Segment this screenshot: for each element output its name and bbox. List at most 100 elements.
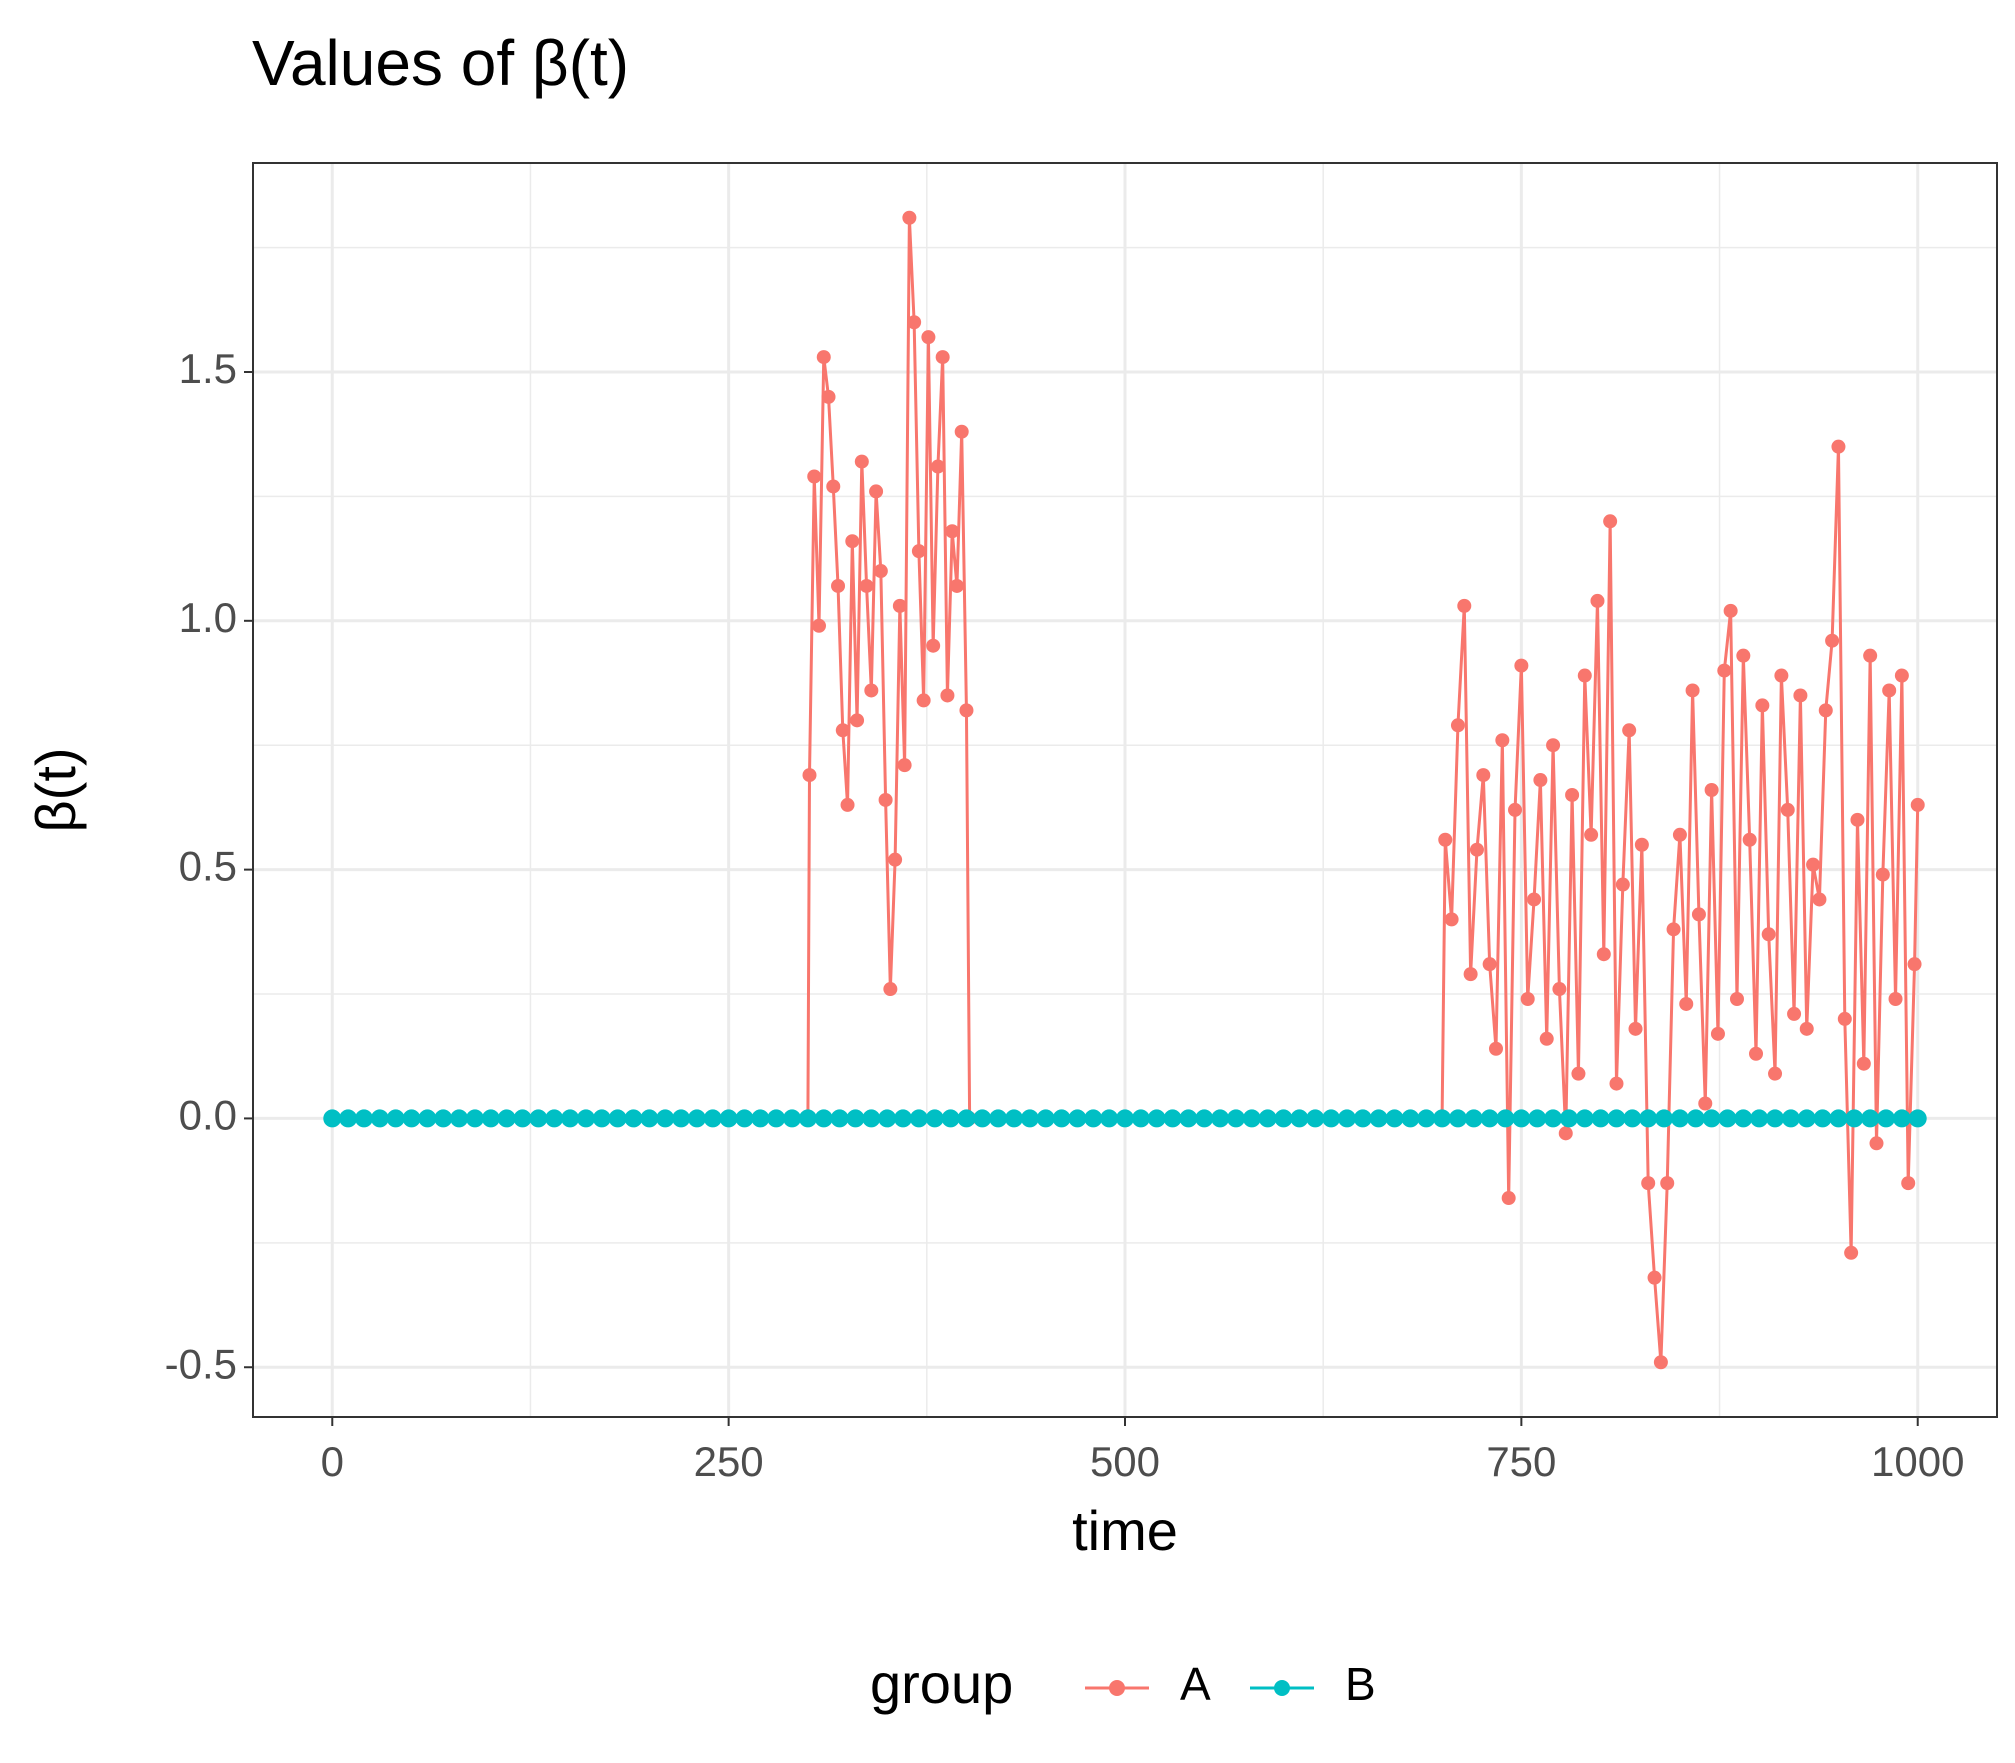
- data-point: [1781, 1109, 1800, 1128]
- data-point: [561, 1109, 580, 1128]
- data-point: [1495, 733, 1510, 748]
- data-point: [1787, 1006, 1802, 1021]
- data-point: [816, 350, 831, 365]
- data-point: [1698, 1096, 1713, 1111]
- data-point: [354, 1109, 373, 1128]
- data-point: [1290, 1109, 1309, 1128]
- data-point: [940, 688, 955, 703]
- data-point: [1710, 1026, 1725, 1041]
- data-point: [930, 459, 945, 474]
- data-point: [945, 524, 960, 539]
- data-point: [973, 1109, 992, 1128]
- data-point: [949, 578, 964, 593]
- data-point: [926, 638, 941, 653]
- data-point: [1639, 1109, 1658, 1128]
- data-point: [1736, 648, 1751, 663]
- data-point: [1768, 1066, 1783, 1081]
- data-point: [909, 1109, 928, 1128]
- data-point: [1488, 1041, 1503, 1056]
- data-point: [1020, 1109, 1039, 1128]
- data-point: [1607, 1109, 1626, 1128]
- data-point: [1844, 1245, 1859, 1260]
- data-point: [921, 330, 936, 345]
- data-point: [1877, 1109, 1896, 1128]
- data-point: [878, 792, 893, 807]
- y-tick-label: 0.0: [179, 1092, 237, 1139]
- data-point: [1869, 1136, 1884, 1151]
- data-point: [1831, 439, 1846, 454]
- data-point: [1882, 683, 1897, 698]
- data-point: [862, 1109, 881, 1128]
- data-point: [1806, 857, 1821, 872]
- data-point: [640, 1109, 659, 1128]
- data-point: [1242, 1109, 1261, 1128]
- data-point: [1797, 1109, 1816, 1128]
- series-line: [332, 217, 1920, 1363]
- data-point: [783, 1109, 802, 1128]
- data-point: [1558, 1126, 1573, 1141]
- data-point: [1615, 877, 1630, 892]
- data-point: [624, 1109, 643, 1128]
- data-point: [864, 683, 879, 698]
- data-point: [1774, 668, 1789, 683]
- data-point: [1628, 1021, 1643, 1036]
- data-point: [1501, 1191, 1516, 1206]
- data-point: [687, 1109, 706, 1128]
- y-tick-label: 0.5: [179, 843, 237, 890]
- data-point: [1068, 1109, 1087, 1128]
- data-point: [821, 389, 836, 404]
- data-point: [1496, 1109, 1515, 1128]
- data-point: [1450, 718, 1465, 733]
- data-point: [1845, 1109, 1864, 1128]
- data-point: [481, 1109, 500, 1128]
- data-point: [897, 758, 912, 773]
- legend-key-point: [1109, 1680, 1125, 1696]
- data-point: [370, 1109, 389, 1128]
- data-point: [1596, 947, 1611, 962]
- data-point: [434, 1109, 453, 1128]
- data-point: [907, 315, 922, 330]
- data-point: [1508, 802, 1523, 817]
- data-point: [1527, 892, 1542, 907]
- data-point: [883, 982, 898, 997]
- data-point: [767, 1109, 786, 1128]
- data-point: [1653, 1355, 1668, 1370]
- data-point: [1766, 1109, 1785, 1128]
- data-point: [1577, 668, 1592, 683]
- data-point: [1448, 1109, 1467, 1128]
- data-point: [1907, 957, 1922, 972]
- data-point: [1179, 1109, 1198, 1128]
- x-tick-label: 0: [321, 1438, 344, 1485]
- data-point: [545, 1109, 564, 1128]
- data-point: [1444, 912, 1459, 927]
- data-point: [935, 350, 950, 365]
- chart-title: Values of β(t): [252, 27, 629, 99]
- data-point: [1717, 663, 1732, 678]
- data-point: [1433, 1109, 1452, 1128]
- data-point: [751, 1109, 770, 1128]
- data-point: [1464, 1109, 1483, 1128]
- data-point: [1825, 633, 1840, 648]
- data-point: [1100, 1109, 1119, 1128]
- panel-border: [252, 162, 1998, 1418]
- data-point: [1666, 922, 1681, 937]
- data-point: [826, 479, 841, 494]
- data-point: [911, 544, 926, 559]
- data-point: [888, 852, 903, 867]
- data-point: [1005, 1109, 1024, 1128]
- data-point: [1829, 1109, 1848, 1128]
- data-point: [846, 1109, 865, 1128]
- data-point: [802, 768, 817, 783]
- data-point: [916, 693, 931, 708]
- data-point: [894, 1109, 913, 1128]
- data-point: [812, 618, 827, 633]
- data-point: [418, 1109, 437, 1128]
- data-point: [1812, 892, 1827, 907]
- data-point: [1818, 703, 1833, 718]
- data-point: [1718, 1109, 1737, 1128]
- data-point: [513, 1109, 532, 1128]
- y-tick-label: -0.5: [165, 1340, 237, 1387]
- data-point: [1704, 783, 1719, 797]
- data-point: [1533, 773, 1548, 788]
- data-point: [1660, 1176, 1675, 1191]
